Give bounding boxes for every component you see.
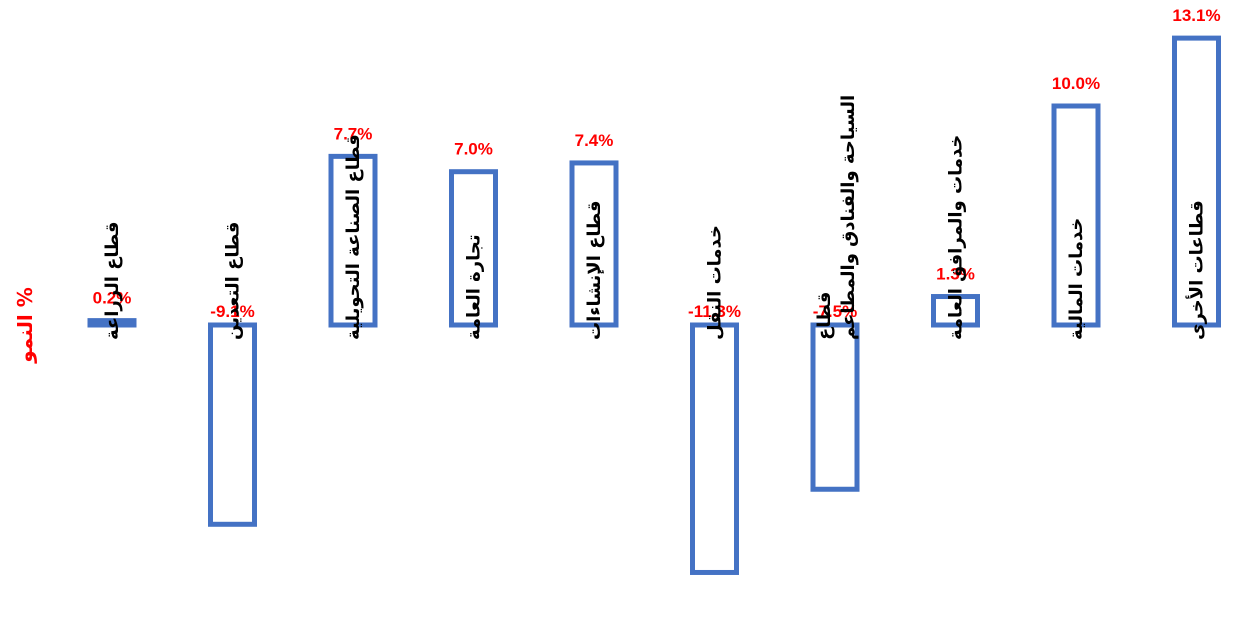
bar-4 [449, 169, 498, 328]
category-label-line: قطاع الصناعة التحويلية [343, 134, 364, 340]
bar-10 [1172, 35, 1221, 328]
category-label-2: قطاع التعدين [223, 222, 244, 340]
value-label-3: 7.7% [334, 124, 373, 143]
value-label-8: 1.3% [936, 265, 975, 284]
category-label-line: قطاعات الأخرى [1186, 200, 1208, 340]
bar-6 [690, 322, 739, 575]
category-label-6: خدمات النقل [705, 225, 726, 340]
bar-3 [328, 153, 378, 328]
category-label-line: تجارة العامة [464, 234, 485, 340]
bar-9 [1051, 103, 1101, 328]
category-label-line: السياحة والفنادق والمطاعم [838, 95, 859, 340]
value-label-5: 7.4% [575, 131, 614, 150]
y-axis-label: النمو % [13, 287, 37, 364]
category-label-3: قطاع الصناعة التحويلية [343, 134, 364, 340]
value-label-10: 13.1% [1172, 6, 1220, 25]
category-labels-layer: قطاع الزراعة قطاع التعدين قطاع الصناعة الت… [102, 95, 1208, 340]
category-label-line: خدمات النقل [705, 225, 726, 340]
value-label-9: 10.0% [1052, 74, 1100, 93]
value-label-6: -11.3% [688, 302, 741, 321]
value-labels-layer: 0.2% -9.1% 7.7% 7.0% 7.4% -11.3% -7.5% 1.3% 10.0… [93, 6, 1221, 321]
category-label-line: خدمات المالية [1066, 218, 1087, 340]
category-label-9: خدمات المالية [1066, 218, 1087, 340]
value-label-4: 7.0% [454, 140, 493, 159]
value-label-2: -9.1% [210, 302, 254, 321]
category-label-5: قطاع الإنشاءات [584, 200, 605, 340]
category-label-7: قطاع السياحة والفنادق والمطاعم [814, 95, 859, 340]
category-label-line: قطاع التعدين [223, 222, 244, 340]
bar-8 [931, 294, 980, 328]
bar-1 [87, 318, 137, 328]
bars-layer [87, 35, 1221, 575]
category-label-10: قطاعات الأخرى [1186, 200, 1208, 340]
bar-2 [208, 322, 257, 527]
category-label-1: قطاع الزراعة [102, 221, 123, 340]
bar-5 [569, 160, 619, 328]
value-label-1: 0.2% [93, 289, 132, 308]
category-label-line: قطاع الإنشاءات [584, 200, 605, 340]
category-label-line: خدمات والمرافق العامة [946, 135, 967, 340]
value-label-7: -7.5% [813, 302, 857, 321]
category-label-line: قطاع الزراعة [102, 221, 123, 340]
category-label-8: خدمات والمرافق العامة [946, 135, 967, 340]
category-label-line: قطاع [814, 292, 835, 340]
bar-7 [810, 322, 860, 492]
category-label-4: تجارة العامة [464, 234, 485, 340]
